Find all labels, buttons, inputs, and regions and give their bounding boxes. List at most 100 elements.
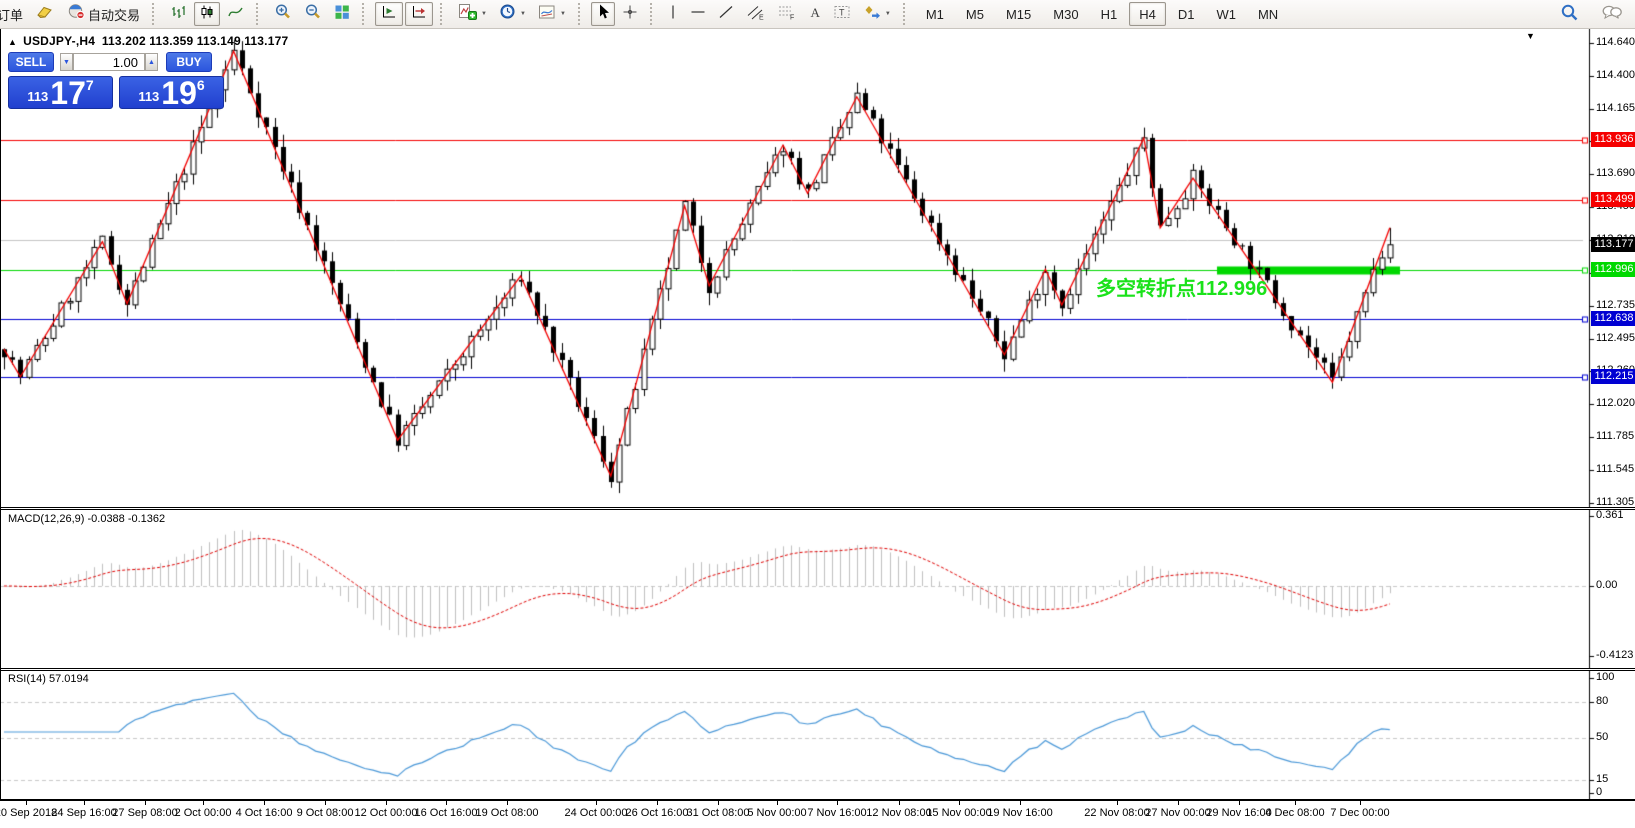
buy-button[interactable]: BUY <box>166 52 212 72</box>
new-order-button[interactable] <box>30 2 60 26</box>
tab-m15[interactable]: M15 <box>996 2 1041 26</box>
tab-m1[interactable]: M1 <box>916 2 954 26</box>
toolbar-separator <box>902 3 910 25</box>
tab-mn[interactable]: MN <box>1248 2 1288 26</box>
date-tick <box>959 801 960 805</box>
candlestick-icon <box>199 4 215 25</box>
periods-button[interactable]: ▼ <box>494 2 531 26</box>
new-order-icon <box>35 4 55 25</box>
autotrading-button[interactable]: 自动交易 <box>62 2 145 26</box>
hline-price-badge: 112.996 <box>1591 261 1635 277</box>
search-button[interactable] <box>1555 3 1584 27</box>
tab-h1-label: H1 <box>1100 6 1118 22</box>
buy-price-big: 19 <box>161 75 197 111</box>
zoom-out-icon <box>304 3 322 25</box>
chart-shift-marker-icon[interactable]: ▼ <box>1526 31 1535 41</box>
indicators-button[interactable]: ▼ <box>453 2 492 26</box>
tab-h1[interactable]: H1 <box>1091 2 1128 26</box>
crosshair-button[interactable] <box>617 2 643 26</box>
dropdown-caret-icon[interactable]: ▼ <box>884 11 891 17</box>
tab-m1-label: M1 <box>925 6 944 22</box>
price-tick-label: 111.545 <box>1596 462 1635 475</box>
price-tick-label: 113.690 <box>1596 167 1635 180</box>
panel-splitter[interactable] <box>0 507 1635 508</box>
svg-text:E: E <box>759 14 764 20</box>
panel-splitter[interactable] <box>0 668 1635 669</box>
indicator-axis-label: 0.361 <box>1596 509 1624 521</box>
date-tick-label: 26 Oct 16:00 <box>625 807 689 819</box>
channel-button[interactable]: E <box>741 2 770 26</box>
sell-price-button[interactable]: 113 17 7 <box>8 76 113 109</box>
volume-increase-button[interactable]: ▲ <box>145 53 158 71</box>
arrows-button[interactable]: ▼ <box>859 2 896 26</box>
macd-panel[interactable] <box>0 510 1635 668</box>
fibonacci-button[interactable]: F <box>772 2 801 26</box>
tab-w1[interactable]: W1 <box>1206 2 1246 26</box>
indicator-axis-label: 50 <box>1596 731 1609 743</box>
ohlc-open: 113.202 <box>101 34 146 48</box>
panel-splitter[interactable] <box>0 670 1635 671</box>
dropdown-caret-icon[interactable]: ▼ <box>481 11 487 17</box>
price-axis[interactable]: 114.640114.400114.165113.930113.690113.4… <box>1589 29 1635 800</box>
dropdown-caret-icon[interactable]: ▼ <box>559 11 566 17</box>
price-tick-label: 112.020 <box>1596 397 1635 410</box>
buy-price-button[interactable]: 113 19 6 <box>119 76 224 109</box>
ohlc-low: 113.149 <box>196 34 241 48</box>
horizontal-line-button[interactable] <box>685 2 711 26</box>
chat-icon <box>1601 4 1623 26</box>
autoscroll-icon <box>380 4 398 25</box>
toolbar-separator <box>256 3 263 25</box>
chat-button[interactable] <box>1596 3 1628 27</box>
bar-chart-button[interactable] <box>165 2 192 26</box>
toolbar: 订单 自动交易 ▼ ▼ ▼ E F A T ▼ M1 M5 M15 M30 H1 H4 D1 W1 MN <box>0 0 1635 29</box>
tab-m5[interactable]: M5 <box>956 2 994 26</box>
templates-button[interactable]: ▼ <box>533 2 571 26</box>
zoom-in-button[interactable] <box>269 2 297 26</box>
date-tick-label: 31 Oct 08:00 <box>686 807 750 819</box>
toolbar-separator <box>440 3 447 25</box>
date-tick <box>657 801 658 805</box>
label-button[interactable]: T <box>828 2 857 26</box>
date-tick-label: 4 Dec 08:00 <box>1265 807 1325 819</box>
tab-d1[interactable]: D1 <box>1168 2 1205 26</box>
candlestick-button[interactable] <box>194 2 221 26</box>
tab-m30[interactable]: M30 <box>1043 2 1088 26</box>
crosshair-icon <box>622 4 638 25</box>
chart-shift-button[interactable] <box>405 2 434 26</box>
vline-icon <box>668 4 678 25</box>
rsi-panel[interactable] <box>0 671 1635 799</box>
date-tick <box>145 801 146 805</box>
dropdown-caret-icon[interactable]: ▼ <box>519 11 526 17</box>
volume-decrease-button[interactable]: ▼ <box>60 53 73 71</box>
sell-button[interactable]: SELL <box>8 52 54 72</box>
tile-windows-button[interactable] <box>329 2 355 26</box>
vertical-line-button[interactable] <box>663 2 683 26</box>
text-button[interactable]: A <box>803 2 826 26</box>
rsi-value: 57.0194 <box>48 673 89 685</box>
collapse-icon[interactable]: ▲ <box>8 37 18 47</box>
chart-annotation[interactable]: 多空转折点112.996 <box>1096 278 1268 300</box>
orders-button[interactable]: 订单 <box>0 2 28 26</box>
zoom-out-button[interactable] <box>299 2 327 26</box>
panel-splitter[interactable] <box>0 509 1635 510</box>
date-tick-label: 15 Nov 00:00 <box>926 807 992 819</box>
date-tick <box>386 801 387 805</box>
hline-price-badge: 112.638 <box>1591 311 1635 327</box>
indicator-axis-label: 0.00 <box>1596 579 1618 591</box>
date-tick <box>203 801 204 805</box>
main-chart[interactable] <box>0 29 1635 507</box>
autoscroll-button[interactable] <box>375 2 404 26</box>
line-chart-button[interactable] <box>222 2 249 26</box>
label-icon: T <box>833 4 852 25</box>
tab-h4[interactable]: H4 <box>1129 2 1166 26</box>
date-tick-label: 24 Oct 00:00 <box>564 807 628 819</box>
date-axis[interactable]: 20 Sep 2018 24 Sep 16:00 27 Sep 08:00 2 Oct… <box>0 800 1635 828</box>
trendline-button[interactable] <box>713 2 739 26</box>
volume-input[interactable] <box>73 53 145 71</box>
buy-price-sup: 6 <box>196 77 205 93</box>
date-tick <box>899 801 900 805</box>
tab-h4-label: H4 <box>1139 6 1156 22</box>
date-tick-label: 7 Dec 00:00 <box>1330 807 1390 819</box>
cursor-button[interactable] <box>590 2 615 26</box>
